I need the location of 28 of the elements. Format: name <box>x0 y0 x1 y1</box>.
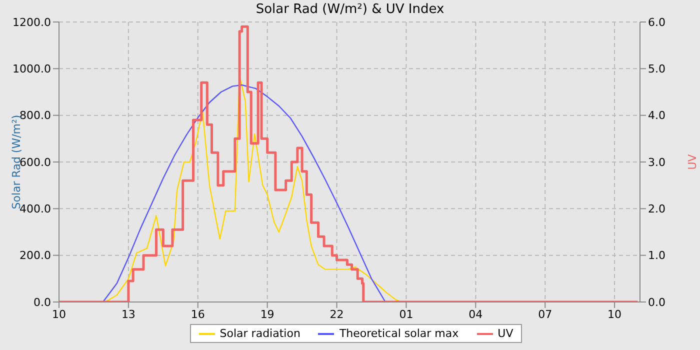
y-tick-label: 800.0 <box>20 109 51 122</box>
chart-title: Solar Rad (W/m²) & UV Index <box>254 2 446 17</box>
y-tick-label: 1000.0 <box>12 62 51 76</box>
y2-tick-label: 6.0 <box>648 16 666 29</box>
x-tick-label: 01 <box>399 308 414 321</box>
y-tick-label: 0.0 <box>34 296 51 309</box>
y2-tick-label: 1.0 <box>648 249 666 262</box>
y2-tick-label: 5.0 <box>648 62 666 76</box>
y-tick-label: 200.0 <box>20 249 51 262</box>
y2-tick-label: 4.0 <box>648 109 666 122</box>
y2-tick-label: 2.0 <box>648 202 666 216</box>
legend-label: UV <box>496 327 514 340</box>
x-tick-label: 10 <box>52 308 66 321</box>
x-tick-label: 22 <box>330 308 344 321</box>
x-tick-label: 04 <box>468 308 483 321</box>
legend-label: Solar radiation <box>218 327 300 340</box>
x-tick-label: 19 <box>260 308 274 321</box>
y2-tick-label: 0.0 <box>648 296 666 309</box>
x-tick-label: 16 <box>190 308 205 321</box>
legend-label: Theoretical solar max <box>338 327 459 340</box>
y-tick-label: 1200.0 <box>12 16 51 29</box>
y2-tick-label: 3.0 <box>648 156 666 169</box>
x-tick-label: 07 <box>538 308 552 321</box>
y-tick-label: 600.0 <box>20 156 51 169</box>
y-tick-label: 400.0 <box>20 202 51 216</box>
x-tick-label: 10 <box>608 308 622 321</box>
y2-axis-title: UV <box>686 154 699 170</box>
x-tick-label: 13 <box>121 308 136 321</box>
